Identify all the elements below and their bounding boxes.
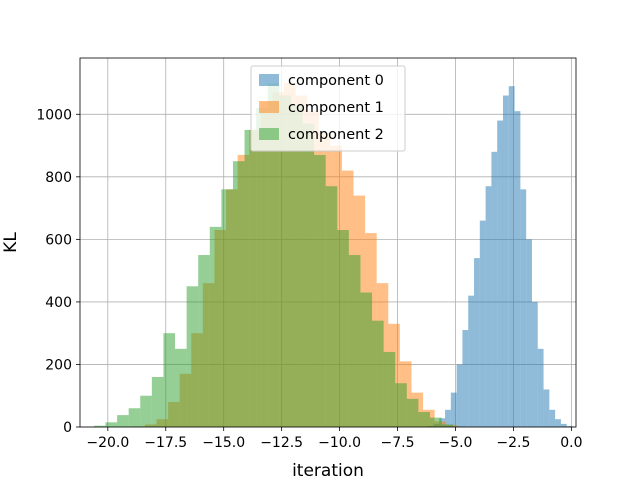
x-tick-label: −12.5 [260,435,303,451]
x-tick-label: −15.0 [202,435,245,451]
x-tick-label: −10.0 [318,435,361,451]
x-tick-label: −2.5 [496,435,530,451]
histogram-bar [508,86,515,427]
histogram-bar [520,189,527,427]
histogram-bar [456,364,463,427]
x-axis-ticks: −20.0 −17.5 −15.0 −12.5 −10.0 −7.5 −5.0 −2.5 0.0 [86,427,582,451]
histogram-bar [543,389,550,427]
x-tick-label: −17.5 [144,435,187,451]
histogram-bar [418,411,430,427]
histogram-bar [468,295,475,427]
histogram-bar [479,220,486,427]
histogram-bar [128,408,141,427]
histogram-bar [526,239,532,427]
histogram-bar [105,422,118,427]
histogram-bar [186,286,199,427]
y-tick-label: 800 [45,170,72,186]
histogram-bar [198,255,210,427]
legend-swatch [259,74,279,86]
histogram-bar [221,189,233,427]
histogram-bar [441,424,454,427]
histogram-bar [337,229,349,427]
x-tick-label: −7.5 [381,435,415,451]
histogram-bar [209,226,222,427]
histogram-bar [140,395,152,427]
legend: component 0 component 1 component 2 [250,65,406,152]
y-tick-label: 400 [45,295,72,311]
histogram-bar [348,255,361,427]
histogram-bar [232,161,245,427]
legend-item: component 0 [259,73,384,89]
y-tick-label: 0 [63,420,72,436]
histogram-bars [93,83,573,428]
histogram-bar [93,425,106,427]
histogram-bar [566,426,573,427]
histogram-bar [256,108,268,427]
histogram-bar [474,258,480,427]
legend-label: component 0 [288,73,384,89]
histogram-bar [279,95,291,427]
histogram-bar [395,383,407,427]
y-tick-label: 600 [45,232,72,248]
histogram-bar [175,348,187,427]
histogram-bar [537,348,544,427]
plot-frame [79,57,577,428]
histogram-bar [151,376,164,427]
histogram-bar [117,415,129,427]
histogram-bar [445,409,451,427]
histogram-bar [290,104,303,428]
x-axis-label: iteration [292,461,364,480]
histogram-bar [372,320,384,427]
y-tick-label: 1000 [36,107,72,123]
histogram-bar [514,111,521,428]
histogram-bar [491,151,498,428]
histogram-bar [560,423,567,427]
histogram-bar [163,333,176,427]
histogram-bar [406,398,419,427]
histogram-bar [502,95,509,427]
histogram-bar [531,301,538,427]
series-0-bars [427,86,573,428]
histogram-bar [429,417,442,427]
y-axis-ticks: 0 200 400 600 800 1000 [36,107,80,436]
histogram-bar [360,292,373,427]
histogram-bar [314,154,326,427]
x-tick-label: −5.0 [438,435,472,451]
series-2-bars [93,83,465,428]
x-tick-label: 0.0 [560,435,582,451]
histogram-bar [497,120,503,428]
y-axis-label: KL [1,232,21,253]
histogram-bar [485,186,492,427]
legend-item: component 1 [259,100,384,116]
histogram-bar [383,351,396,427]
legend-box [250,65,406,152]
legend-swatch [259,128,279,140]
histogram-bar [244,129,257,428]
histogram-bar [549,409,556,427]
histogram-bar [555,419,561,427]
histogram-bar [267,83,280,427]
legend-swatch [259,101,279,113]
histogram-bar [450,392,457,427]
x-tick-label: −20.0 [86,435,129,451]
histogram-bar [462,330,469,427]
legend-label: component 2 [288,127,384,143]
legend-label: component 1 [288,100,384,116]
y-tick-label: 200 [45,357,72,373]
histogram-bar [302,123,315,427]
histogram-bar [325,186,338,427]
legend-item: component 2 [259,127,384,143]
